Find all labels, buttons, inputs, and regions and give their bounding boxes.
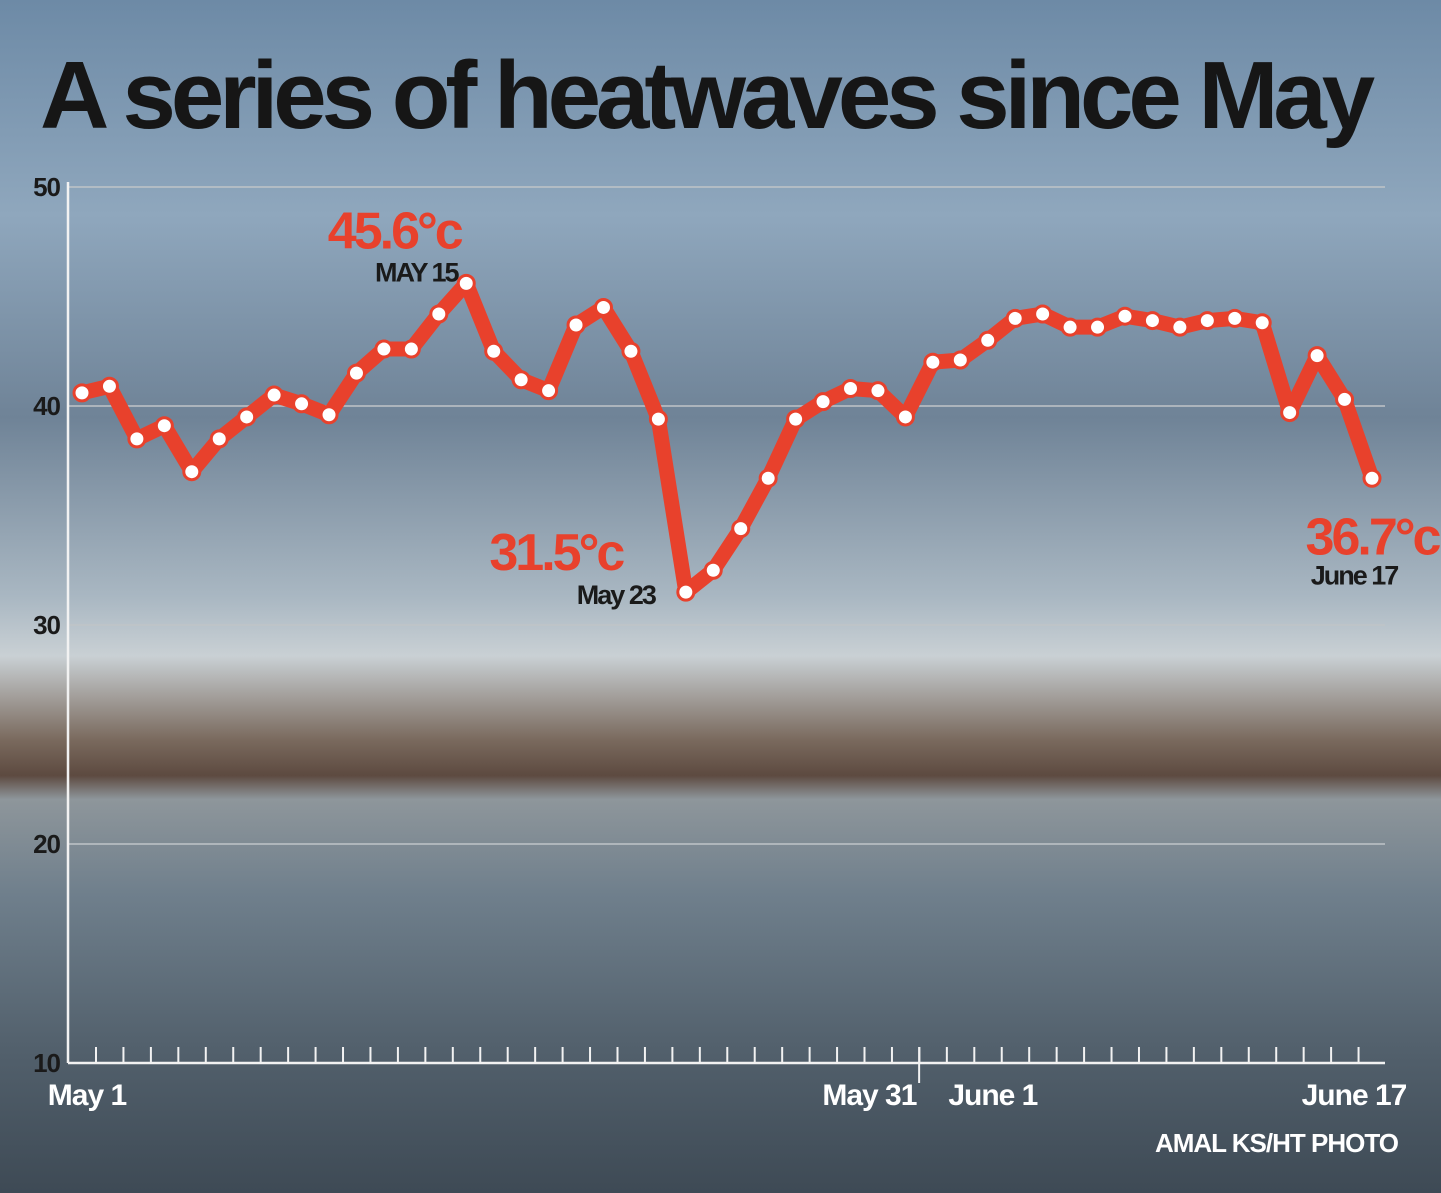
data-point — [786, 409, 806, 429]
data-point — [539, 381, 559, 401]
data-point — [374, 339, 394, 359]
data-point — [1005, 308, 1025, 328]
annotation-date: May 23 — [577, 580, 657, 610]
annotation-value: 36.7°c — [1306, 508, 1441, 566]
data-point — [841, 378, 861, 398]
data-point — [127, 429, 147, 449]
data-point — [511, 370, 531, 390]
data-point — [1362, 468, 1382, 488]
data-point — [319, 405, 339, 425]
data-point — [593, 297, 613, 317]
data-point — [648, 409, 668, 429]
annotation-value: 45.6°c — [328, 202, 463, 260]
data-point — [182, 462, 202, 482]
x-tick-label: June 1 — [948, 1079, 1037, 1112]
data-point — [346, 363, 366, 383]
data-point — [401, 339, 421, 359]
data-point — [1225, 308, 1245, 328]
data-point — [1088, 317, 1108, 337]
data-point — [758, 468, 778, 488]
data-point — [99, 376, 119, 396]
data-point — [1033, 304, 1053, 324]
data-point — [978, 330, 998, 350]
photo-credit: AMAL KS/HT PHOTO — [1155, 1128, 1399, 1158]
data-point — [1170, 317, 1190, 337]
data-point — [813, 392, 833, 412]
data-point — [1115, 306, 1135, 326]
data-point — [1280, 403, 1300, 423]
data-point — [868, 381, 888, 401]
data-point — [923, 352, 943, 372]
data-point — [703, 560, 723, 580]
data-point — [566, 315, 586, 335]
y-tick-label: 30 — [33, 610, 60, 640]
data-point — [1142, 311, 1162, 331]
data-point — [484, 341, 504, 361]
data-point — [264, 385, 284, 405]
data-point — [1252, 313, 1272, 333]
data-point — [1197, 311, 1217, 331]
annotation-value: 31.5°c — [489, 524, 624, 582]
x-tick-label: May 1 — [48, 1079, 127, 1112]
data-point — [676, 582, 696, 602]
data-point — [1335, 389, 1355, 409]
data-point — [731, 519, 751, 539]
data-point — [429, 304, 449, 324]
x-tick-label: June 17 — [1302, 1079, 1407, 1112]
data-point — [895, 407, 915, 427]
data-point — [1307, 346, 1327, 366]
data-point — [292, 394, 312, 414]
data-point — [1060, 317, 1080, 337]
data-point — [209, 429, 229, 449]
data-point — [72, 383, 92, 403]
annotation-date: June 17 — [1311, 560, 1399, 590]
y-tick-label: 40 — [33, 391, 60, 421]
data-point — [621, 341, 641, 361]
y-tick-label: 20 — [33, 829, 60, 859]
y-tick-label: 50 — [33, 172, 60, 202]
data-point — [237, 407, 257, 427]
chart-title: A series of heatwaves since May — [40, 42, 1375, 149]
data-point — [456, 273, 476, 293]
annotation-date: MAY 15 — [375, 257, 460, 287]
y-tick-label: 10 — [33, 1048, 60, 1078]
data-point — [950, 350, 970, 370]
data-point — [154, 416, 174, 436]
x-tick-label: May 31 — [822, 1079, 916, 1112]
